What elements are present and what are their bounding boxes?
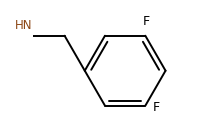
Text: HN: HN	[15, 19, 32, 32]
Text: F: F	[143, 15, 150, 28]
Text: F: F	[153, 101, 160, 114]
